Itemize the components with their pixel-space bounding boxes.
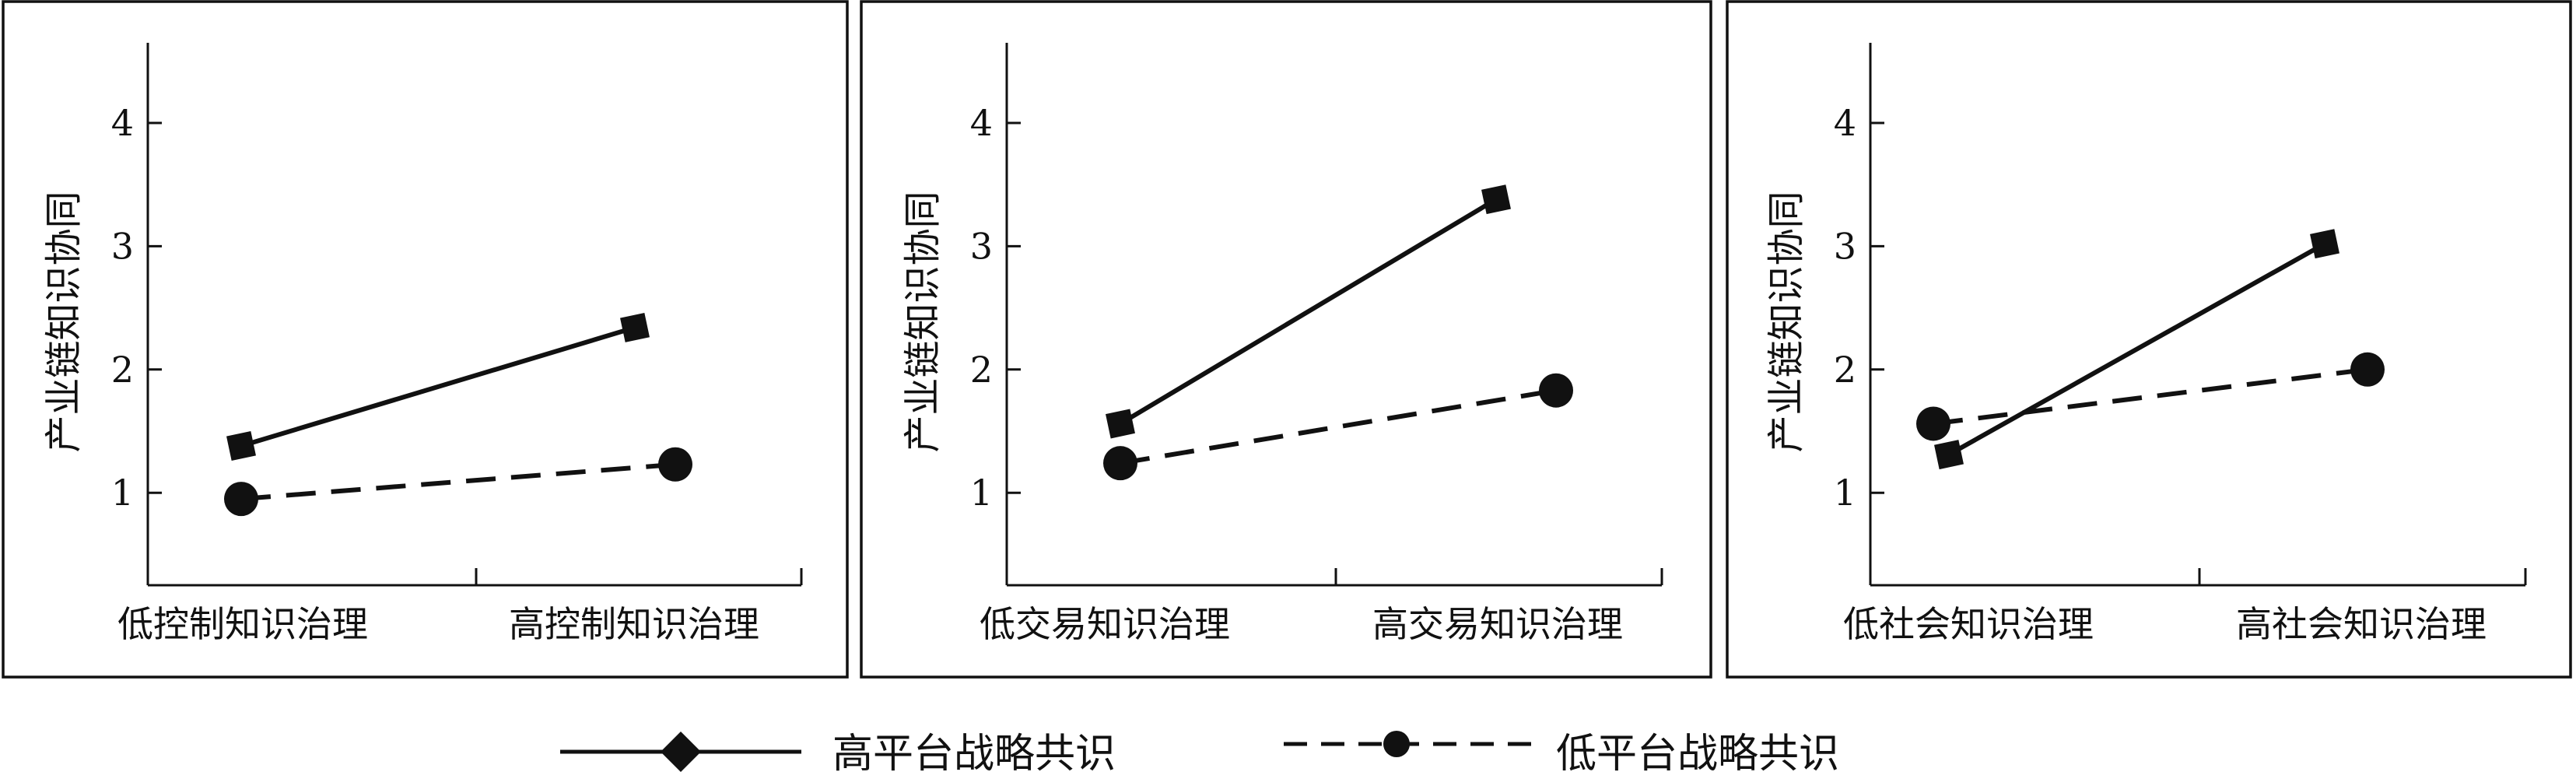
legend-label-low: 低平台战略共识 xyxy=(1556,731,1839,776)
legend-diamond-marker xyxy=(661,732,701,772)
y-axis-label: 产业链知识协同 xyxy=(42,191,86,452)
y-tick-label: 3 xyxy=(970,225,993,267)
data-point-high xyxy=(226,431,256,461)
y-tick-label: 3 xyxy=(111,225,134,267)
series-line-low xyxy=(240,461,676,502)
data-point-low xyxy=(1103,446,1137,481)
series-line-low xyxy=(1933,367,2368,426)
series-line-high xyxy=(240,325,636,448)
x-category-label: 高社会知识治理 xyxy=(2236,603,2487,645)
series-line-low xyxy=(1120,388,1557,466)
y-tick-label: 1 xyxy=(111,472,134,514)
x-category-label: 高控制知识治理 xyxy=(509,603,759,645)
legend-label-high: 高平台战略共识 xyxy=(832,731,1116,776)
y-tick-label: 4 xyxy=(1834,102,1856,144)
panel-frame xyxy=(2,0,849,679)
series-line-high xyxy=(1947,241,2326,457)
legend: 高平台战略共识 低平台战略共识 xyxy=(560,731,1839,777)
y-tick-label: 3 xyxy=(1834,225,1856,267)
y-tick-label: 2 xyxy=(111,349,134,391)
y-tick-label: 4 xyxy=(970,102,993,144)
data-point-high xyxy=(620,312,650,342)
x-category-label: 低交易知识治理 xyxy=(980,603,1230,645)
data-point-low xyxy=(1916,406,1950,441)
y-axis-label: 产业链知识协同 xyxy=(901,191,945,452)
data-point-high xyxy=(1481,184,1511,215)
y-tick-label: 2 xyxy=(970,349,993,391)
data-point-high xyxy=(1106,409,1135,439)
data-point-high xyxy=(1934,440,1964,470)
y-tick-label: 1 xyxy=(970,472,993,514)
x-category-label: 低控制知识治理 xyxy=(117,603,368,645)
data-point-low xyxy=(224,482,258,517)
data-point-high xyxy=(2310,229,2339,259)
data-point-low xyxy=(1539,373,1573,408)
panel-frame xyxy=(1726,0,2572,679)
y-tick-label: 2 xyxy=(1834,349,1856,391)
series-line-high xyxy=(1119,197,1498,426)
data-point-low xyxy=(2350,352,2385,387)
y-tick-label: 1 xyxy=(1834,472,1856,514)
legend-circle-marker xyxy=(1383,731,1410,757)
y-axis-label: 产业链知识协同 xyxy=(1765,191,1808,452)
data-point-low xyxy=(658,447,692,482)
x-category-label: 低社会知识治理 xyxy=(1843,603,2094,645)
x-category-label: 高交易知识治理 xyxy=(1372,603,1623,645)
panel-frame xyxy=(860,0,1712,679)
y-tick-label: 4 xyxy=(111,102,134,144)
